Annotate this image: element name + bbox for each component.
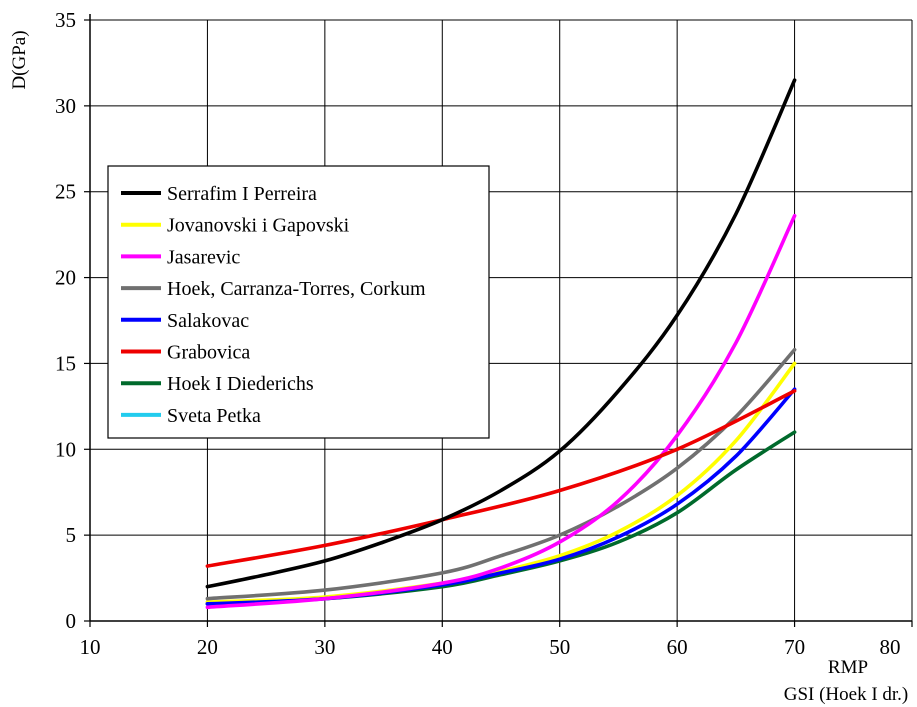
y-tick-label: 20 bbox=[55, 266, 76, 290]
legend-label: Salakovac bbox=[167, 310, 249, 332]
y-axis-title: D(GPa) bbox=[9, 30, 30, 89]
x-tick-label: 30 bbox=[314, 635, 335, 659]
x-tick-label: 40 bbox=[432, 635, 453, 659]
series-lines bbox=[205, 78, 797, 610]
y-tick-label: 5 bbox=[66, 523, 77, 547]
y-tick-label: 15 bbox=[55, 351, 76, 375]
series-line-hoek-carranza-torres-corkum bbox=[205, 347, 797, 601]
y-tick-label: 30 bbox=[55, 94, 76, 118]
legend-box bbox=[107, 165, 490, 439]
legend-label: Sveta Petka bbox=[167, 405, 261, 427]
legend: Serrafim I Perreira Jovanovski i Gapovski… bbox=[107, 165, 490, 439]
axes: 0 5 10 15 20 25 30 35 10 20 30 40 50 60 70 80 bbox=[55, 8, 913, 659]
x-tick-label: 50 bbox=[549, 635, 570, 659]
series-line-jasarevic bbox=[205, 214, 797, 610]
x-axis-title-line-1: RMP bbox=[828, 657, 868, 678]
series-line-hoek-i-diederichs bbox=[205, 430, 797, 606]
y-tick-label: 35 bbox=[55, 8, 76, 32]
x-tick-label: 80 bbox=[880, 635, 901, 659]
legend-label: Jasarevic bbox=[167, 246, 240, 268]
x-tick-label: 20 bbox=[197, 635, 218, 659]
legend-label: Hoek, Carranza-Torres, Corkum bbox=[167, 278, 426, 300]
y-tick-label: 0 bbox=[66, 609, 77, 633]
y-tick-label: 10 bbox=[55, 437, 76, 461]
legend-label: Jovanovski i Gapovski bbox=[167, 215, 350, 237]
x-axis-title-line-2: GSI (Hoek I dr.) bbox=[784, 684, 909, 705]
legend-label: Serrafim I Perreira bbox=[167, 183, 317, 205]
y-tick-label: 25 bbox=[55, 180, 76, 204]
series-line-serrafim-i-perreira bbox=[205, 78, 797, 589]
legend-label: Grabovica bbox=[167, 342, 250, 364]
x-tick-label: 10 bbox=[80, 635, 101, 659]
x-tick-label: 70 bbox=[784, 635, 805, 659]
legend-label: Hoek I Diederichs bbox=[167, 373, 314, 395]
x-tick-label: 60 bbox=[667, 635, 688, 659]
series-line-grabovica bbox=[205, 389, 797, 568]
